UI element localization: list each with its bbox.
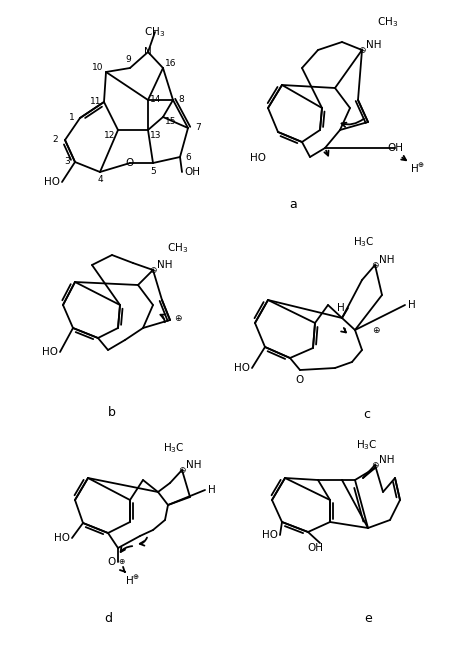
Text: 14: 14 — [150, 96, 162, 105]
Text: HO: HO — [250, 153, 266, 163]
Text: HO: HO — [54, 533, 70, 543]
Text: NH: NH — [379, 455, 395, 465]
Text: 8: 8 — [178, 96, 184, 105]
Text: 9: 9 — [125, 55, 131, 64]
Text: 11: 11 — [90, 98, 102, 107]
Text: 15: 15 — [165, 117, 177, 126]
Text: 6: 6 — [185, 152, 191, 161]
Text: HO: HO — [234, 363, 250, 373]
Text: O: O — [108, 557, 116, 567]
Text: e: e — [364, 611, 372, 624]
Text: $\oplus$: $\oplus$ — [173, 313, 182, 323]
Text: NH: NH — [366, 40, 382, 50]
Text: OH: OH — [387, 143, 403, 153]
Text: d: d — [104, 611, 112, 624]
Text: 13: 13 — [150, 130, 162, 139]
Text: O: O — [126, 158, 134, 168]
Text: NH: NH — [157, 260, 173, 270]
Text: b: b — [108, 406, 116, 419]
Text: CH$_3$: CH$_3$ — [377, 15, 399, 29]
Text: 2: 2 — [52, 135, 58, 145]
Text: $\oplus$: $\oplus$ — [357, 45, 366, 55]
Text: a: a — [289, 199, 297, 212]
Text: H$^{\oplus}$: H$^{\oplus}$ — [410, 161, 426, 174]
Text: $\oplus$: $\oplus$ — [372, 325, 380, 335]
Text: NH: NH — [379, 255, 395, 265]
Text: 7: 7 — [195, 124, 201, 133]
Text: CH$_3$: CH$_3$ — [145, 25, 165, 39]
Text: 10: 10 — [92, 62, 104, 72]
Text: 1: 1 — [69, 113, 75, 122]
Text: CH$_3$: CH$_3$ — [167, 241, 189, 255]
Text: HO: HO — [262, 530, 278, 540]
Text: HO: HO — [42, 347, 58, 357]
Text: O: O — [296, 375, 304, 385]
Text: NH: NH — [186, 460, 202, 470]
Text: N: N — [144, 47, 152, 57]
Text: OH: OH — [307, 543, 323, 553]
Text: $\oplus$: $\oplus$ — [178, 465, 186, 475]
Text: 12: 12 — [104, 130, 116, 139]
Text: H$_3$C: H$_3$C — [356, 438, 378, 452]
Text: 5: 5 — [150, 167, 156, 176]
Text: $\oplus$: $\oplus$ — [371, 460, 379, 470]
Text: 16: 16 — [165, 59, 177, 68]
Text: OH: OH — [184, 167, 200, 177]
Text: $\oplus$: $\oplus$ — [371, 260, 379, 270]
Text: H: H — [337, 303, 345, 313]
Text: $\oplus$: $\oplus$ — [149, 265, 157, 275]
Text: H: H — [208, 485, 216, 495]
Text: HO: HO — [44, 177, 60, 187]
Text: H$^{\oplus}$: H$^{\oplus}$ — [125, 574, 141, 587]
Text: 3: 3 — [64, 158, 70, 167]
Text: $\oplus$: $\oplus$ — [118, 557, 126, 566]
Text: 4: 4 — [97, 176, 103, 184]
Text: H$_3$C: H$_3$C — [164, 441, 185, 455]
Text: c: c — [364, 408, 371, 421]
Text: H: H — [408, 300, 416, 310]
Text: H$_3$C: H$_3$C — [354, 235, 375, 249]
